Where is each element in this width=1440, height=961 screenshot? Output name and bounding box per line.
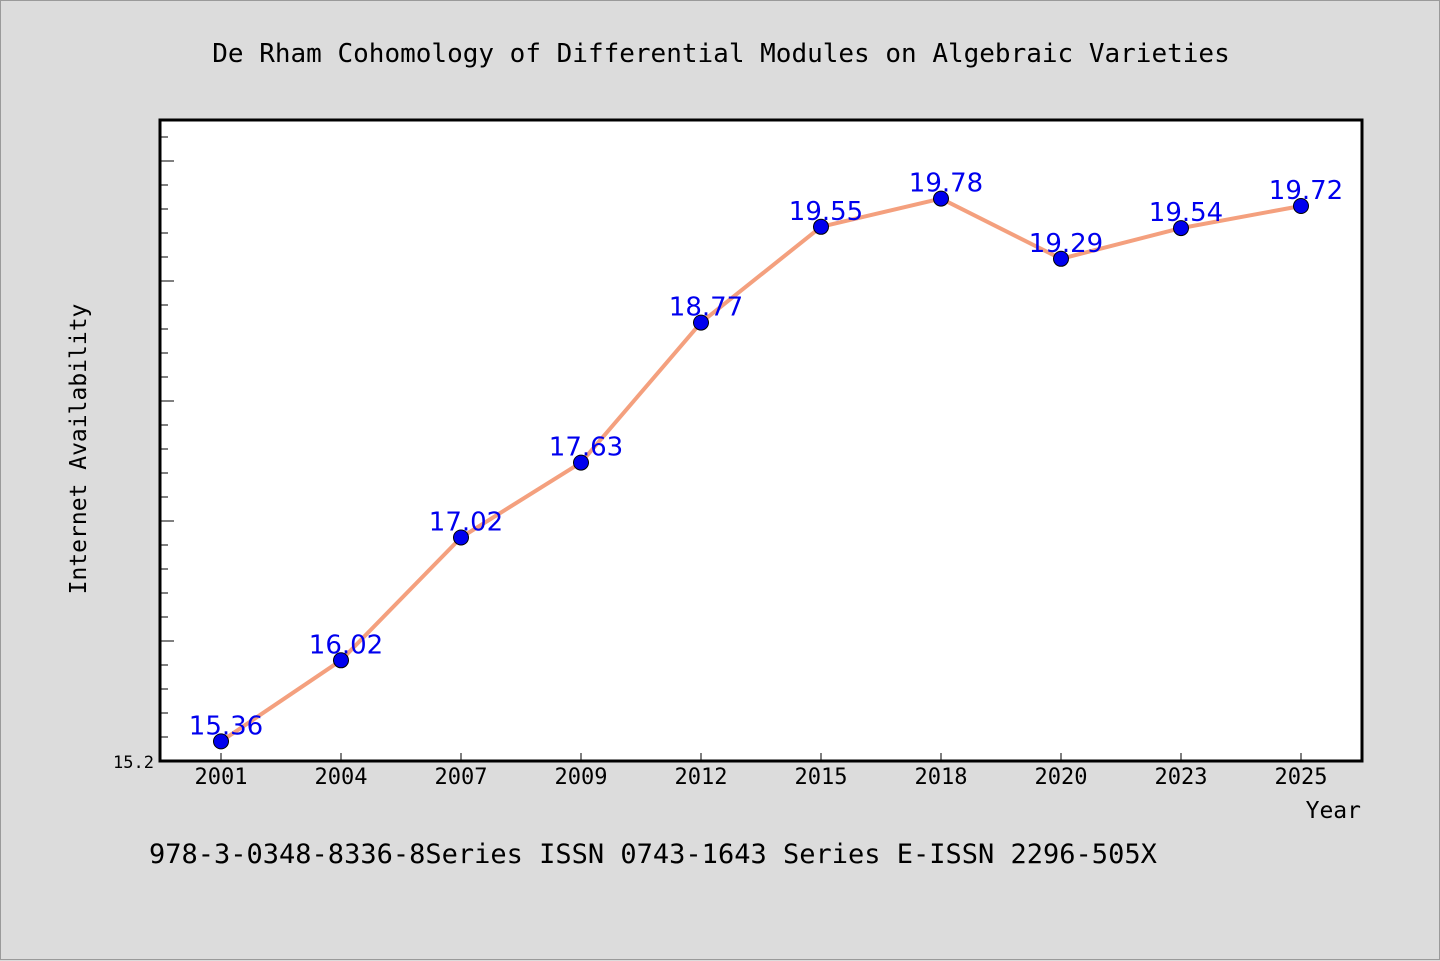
x-axis-ticks — [220, 753, 1302, 761]
y-tick-label: 15.2 — [113, 753, 154, 773]
data-point — [453, 529, 469, 546]
x-tick-label: 2015 — [795, 765, 848, 790]
x-tick-label: 2009 — [555, 765, 608, 790]
footer-isbn-text: 978-3-0348-8336-8Series ISSN 0743-1643 S… — [149, 839, 1157, 870]
x-axis-label: Year — [1306, 798, 1361, 824]
x-tick-label: 2004 — [315, 765, 368, 790]
x-tick-labels: 2001 2004 2007 2009 2012 2015 2018 2020 2023 2025 — [195, 765, 1328, 790]
x-tick-label: 2001 — [195, 765, 248, 790]
data-point — [693, 314, 709, 331]
data-point — [1053, 250, 1069, 267]
x-tick-label: 2018 — [915, 765, 968, 790]
data-point — [1173, 220, 1189, 237]
y-axis-label: Internet Availability — [66, 304, 92, 595]
x-tick-label: 2025 — [1275, 765, 1328, 790]
plot-area — [158, 118, 1364, 763]
data-point — [213, 733, 229, 750]
x-tick-label: 2012 — [675, 765, 728, 790]
y-axis-minor-ticks — [160, 136, 174, 738]
chart-title: De Rham Cohomology of Differential Modul… — [212, 39, 1229, 69]
data-point — [933, 190, 949, 207]
series-line — [219, 196, 1302, 744]
series-markers — [213, 190, 1309, 750]
data-point — [573, 454, 589, 471]
data-point — [813, 218, 829, 235]
x-tick-label: 2007 — [435, 765, 488, 790]
x-tick-label: 2020 — [1035, 765, 1088, 790]
data-point — [333, 652, 349, 669]
data-point — [1293, 198, 1309, 214]
x-tick-label: 2023 — [1155, 765, 1208, 790]
